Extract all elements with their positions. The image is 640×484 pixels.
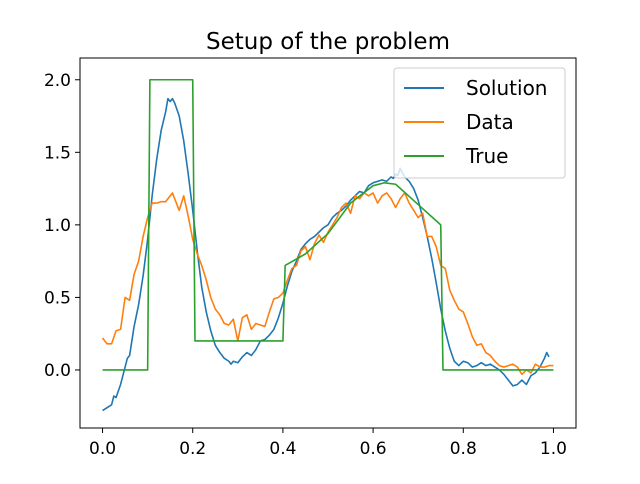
- y-tick-label: 1.5: [44, 143, 71, 163]
- x-tick-label: 0.6: [360, 439, 387, 459]
- x-tick-label: 0.0: [89, 439, 116, 459]
- legend-label-solution: Solution: [466, 76, 547, 100]
- y-axis: 0.0 0.5 1.0 1.5 2.0: [44, 71, 80, 381]
- series-line-data: [101, 192, 554, 376]
- legend-box: [393, 67, 566, 179]
- series-line-true: [102, 78, 554, 371]
- x-tick-label: 1.0: [540, 439, 567, 459]
- series-line-solution: [102, 97, 550, 412]
- y-tick-label: 2.0: [44, 71, 71, 91]
- series-layer: [101, 78, 554, 412]
- y-tick-label: 0.0: [44, 361, 71, 381]
- legend-label-true: True: [465, 144, 508, 168]
- x-axis: 0.0 0.2 0.4 0.6 0.8 1.0: [89, 428, 567, 459]
- chart-title: Setup of the problem: [206, 29, 450, 55]
- x-tick-label: 0.8: [450, 439, 477, 459]
- x-tick-label: 0.4: [269, 439, 296, 459]
- x-tick-label: 0.2: [179, 439, 206, 459]
- legend: Solution Data True: [393, 67, 566, 179]
- axes-frame: [79, 57, 577, 429]
- y-tick-label: 0.5: [44, 288, 71, 308]
- legend-label-data: Data: [466, 110, 514, 134]
- y-tick-label: 1.0: [44, 216, 71, 236]
